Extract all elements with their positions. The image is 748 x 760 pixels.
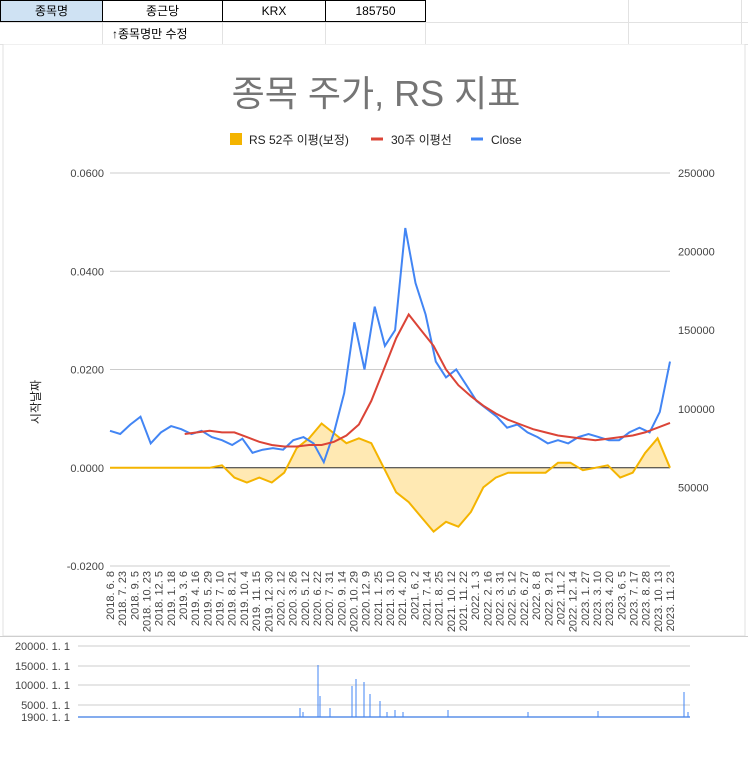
x-tick-label: 2021. 6. 2 (409, 571, 421, 620)
x-tick-label: 2023. 11. 23 (665, 571, 677, 631)
x-tick-label: 2018. 9. 5 (129, 571, 141, 620)
volume-tick-label: 10000. 1. 1 (15, 680, 70, 692)
right-tick-label: 150000 (678, 325, 715, 337)
right-tick-label: 50000 (678, 482, 709, 494)
x-tick-label: 2022. 5. 12 (507, 571, 519, 626)
x-tick-label: 2023. 4. 20 (604, 571, 616, 626)
cell-exchange[interactable]: KRX (222, 0, 326, 22)
ma-line (184, 312, 671, 448)
plot-area (109, 172, 671, 567)
column-divider (325, 22, 326, 44)
x-tick-label: 2021. 1. 25 (373, 571, 385, 626)
x-tick-label: 2020. 10. 29 (348, 571, 360, 632)
volume-tick-label: 20000. 1. 1 (15, 641, 70, 653)
left-axis-title: 시작날짜 (29, 380, 43, 424)
price-rs-chart-svg: 종목 주가, RS 지표 RS 52주 이평(보정) 30주 이평선 Close… (2, 43, 746, 637)
legend-swatch-rs (230, 133, 242, 145)
column-divider (425, 0, 426, 44)
right-tick-label: 200000 (678, 247, 715, 259)
row-divider (0, 22, 748, 23)
chart-title: 종목 주가, RS 지표 (232, 73, 521, 114)
left-axis: 0.0600 0.0400 0.0200 0.0000 -0.0200 (67, 168, 104, 573)
x-tick-label: 2018. 10. 23 (142, 571, 154, 632)
left-tick-label: 0.0600 (70, 168, 104, 180)
x-tick-label: 2022. 2. 16 (482, 571, 494, 626)
x-tick-label: 2020. 5. 12 (300, 571, 312, 626)
x-tick-label: 2022. 6. 27 (519, 571, 531, 626)
volume-axis: 20000. 1. 1 15000. 1. 1 10000. 1. 1 5000. 1… (15, 641, 70, 724)
x-tick-label: 2019. 3. 6 (178, 571, 190, 620)
rs-line (110, 422, 671, 533)
left-tick-label: 0.0400 (70, 266, 104, 278)
x-tick-label: 2022. 1. 3 (470, 571, 482, 620)
x-tick-label: 2022. 11. 2 (555, 571, 567, 625)
x-tick-label: 2019. 1. 18 (166, 571, 178, 626)
x-tick-label: 2022. 12. 14 (568, 571, 580, 632)
left-tick-label: 0.0200 (70, 365, 104, 377)
column-divider (628, 0, 629, 44)
volume-chart[interactable]: 20000. 1. 1 15000. 1. 1 10000. 1. 1 5000. 1… (0, 635, 748, 755)
x-tick-label: 2019. 8. 21 (227, 571, 239, 626)
x-tick-label: 2021. 4. 20 (397, 571, 409, 626)
x-tick-label: 2021. 10. 12 (446, 571, 458, 632)
legend-label-ma: 30주 이평선 (391, 133, 452, 147)
volume-tick-label: 15000. 1. 1 (15, 661, 70, 673)
left-tick-label: 0.0000 (70, 463, 104, 475)
left-tick-label: -0.0200 (67, 561, 104, 573)
x-tick-label: 2022. 3. 31 (495, 571, 507, 626)
chart-legend: RS 52주 이평(보정) 30주 이평선 Close (230, 133, 522, 147)
x-tick-label: 2023. 10. 13 (653, 571, 665, 632)
column-divider (741, 0, 742, 44)
x-axis: 2018. 6. 8 2018. 7. 23 2018. 9. 5 2018. 10.… (105, 571, 677, 632)
x-tick-label: 2020. 12. 9 (361, 571, 373, 626)
x-tick-label: 2021. 7. 14 (422, 571, 434, 626)
price-rs-chart[interactable]: 종목 주가, RS 지표 RS 52주 이평(보정) 30주 이평선 Close… (0, 43, 748, 637)
x-tick-label: 2023. 8. 28 (641, 571, 653, 626)
x-tick-label: 2019. 4. 16 (190, 571, 202, 626)
x-tick-label: 2023. 6. 5 (616, 571, 628, 620)
x-tick-label: 2023. 1. 27 (580, 571, 592, 626)
x-tick-label: 2023. 7. 17 (628, 571, 640, 626)
volume-tick-label: 5000. 1. 1 (21, 700, 70, 712)
volume-chart-svg: 20000. 1. 1 15000. 1. 1 10000. 1. 1 5000. 1… (0, 635, 748, 724)
x-tick-label: 2020. 3. 26 (288, 571, 300, 626)
x-tick-label: 2019. 12. 30 (263, 571, 275, 632)
spreadsheet-header: 종목명 종근당 KRX 185750 ↑종목명만 수정 (0, 0, 748, 45)
x-tick-label: 2020. 9. 14 (336, 571, 348, 626)
volume-bars (78, 645, 690, 718)
x-tick-label: 2021. 3. 10 (385, 571, 397, 626)
legend-label-rs: RS 52주 이평(보정) (249, 133, 349, 147)
x-tick-label: 2018. 6. 8 (105, 571, 117, 620)
x-tick-label: 2018. 7. 23 (117, 571, 129, 626)
right-tick-label: 100000 (678, 404, 715, 416)
chart-border (2, 43, 746, 637)
x-tick-label: 2018. 12. 5 (154, 571, 166, 626)
x-tick-label: 2020. 6. 22 (312, 571, 324, 626)
column-divider (102, 22, 103, 44)
edit-note[interactable]: ↑종목명만 수정 (112, 27, 188, 41)
x-tick-label: 2019. 10. 4 (239, 571, 251, 626)
x-tick-label: 2021. 8. 25 (434, 571, 446, 626)
legend-label-close: Close (491, 133, 522, 147)
cell-stock-name-label[interactable]: 종목명 (0, 0, 103, 22)
x-tick-label: 2020. 2. 12 (275, 571, 287, 626)
volume-tick-label: 1900. 1. 1 (21, 712, 70, 724)
cell-stock-code[interactable]: 185750 (325, 0, 426, 22)
x-tick-label: 2020. 7. 31 (324, 571, 336, 626)
x-tick-label: 2022. 8. 8 (531, 571, 543, 620)
x-tick-label: 2022. 9. 21 (543, 571, 555, 626)
x-tick-label: 2021. 11. 22 (458, 571, 470, 631)
x-tick-label: 2019. 7. 10 (215, 571, 227, 626)
x-tick-label: 2019. 5. 29 (202, 571, 214, 626)
x-tick-label: 2023. 3. 10 (592, 571, 604, 626)
cell-stock-name[interactable]: 종근당 (102, 0, 223, 22)
right-tick-label: 250000 (678, 168, 715, 180)
column-divider (222, 22, 223, 44)
right-axis: 250000 200000 150000 100000 50000 (678, 168, 715, 494)
x-tick-label: 2019. 11. 15 (251, 571, 263, 631)
rs-area (110, 423, 670, 532)
